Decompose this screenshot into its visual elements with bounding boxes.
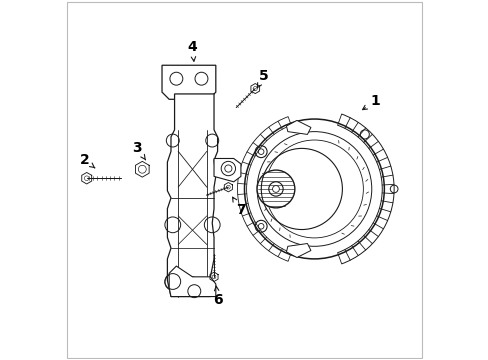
Text: 3: 3	[132, 141, 145, 160]
Text: 4: 4	[187, 40, 197, 61]
Text: 6: 6	[212, 286, 222, 307]
Bar	[163, 62, 217, 302]
Text: 7: 7	[232, 197, 245, 217]
Circle shape	[272, 185, 279, 192]
Circle shape	[231, 107, 396, 271]
Text: 5: 5	[256, 69, 268, 88]
Text: 2: 2	[80, 153, 95, 168]
Text: 1: 1	[362, 94, 380, 110]
Polygon shape	[286, 121, 310, 134]
Polygon shape	[169, 266, 215, 297]
Circle shape	[256, 170, 295, 208]
Polygon shape	[286, 243, 310, 257]
Polygon shape	[214, 158, 241, 182]
Polygon shape	[162, 65, 215, 99]
Polygon shape	[167, 94, 217, 297]
